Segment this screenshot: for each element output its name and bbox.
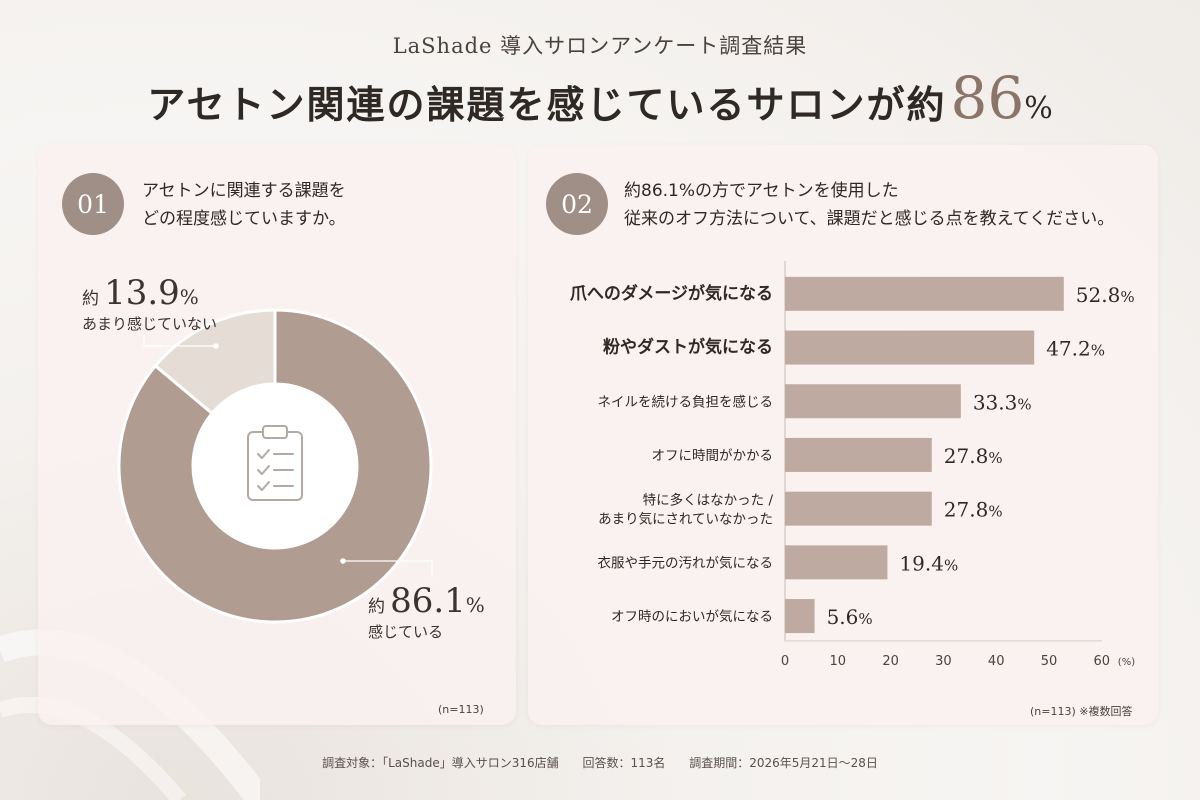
sample-size-note: (n=113) ※複数回答	[1030, 705, 1133, 718]
subtitle: LaShade 導入サロンアンケート調査結果	[392, 34, 808, 58]
label-text: あまり感じていない	[82, 315, 218, 333]
category-label: ネイルを続ける負担を感じる	[598, 393, 774, 410]
headline: アセトン関連の課題を感じているサロンが約	[147, 82, 947, 127]
bar	[785, 384, 961, 419]
label-prefix: 約	[82, 289, 99, 309]
label-unit: %	[179, 285, 199, 309]
value-label: 47.2%	[1046, 337, 1105, 361]
value-label: 5.6%	[827, 605, 873, 629]
bar	[785, 545, 888, 580]
headline-row: アセトン関連の課題を感じているサロンが約86%	[0, 64, 1200, 132]
question-line: どの程度感じていますか。	[142, 209, 346, 229]
sample-size-note: (n=113)	[438, 703, 484, 716]
question-line: 約86.1%の方でアセトンを使用した	[624, 181, 899, 201]
value-label: 33.3%	[973, 390, 1032, 414]
donut-slice	[117, 308, 433, 624]
question-line: アセトンに関連する課題を	[142, 181, 346, 201]
question-text: アセトンに関連する課題を どの程度感じていますか。	[142, 177, 346, 233]
donut-chart	[117, 308, 433, 624]
donut-label-minor: 約 13.9% あまり感じていない	[82, 273, 217, 334]
bar	[785, 491, 932, 526]
category-label: オフ時のにおいが気になる	[611, 609, 773, 625]
value-label: 52.8%	[1076, 283, 1135, 307]
x-axis-unit: (%)	[1118, 657, 1135, 668]
category-label: 衣服や手元の汚れが気になる	[598, 555, 774, 571]
headline-unit: %	[1024, 91, 1053, 126]
x-tick-label: 10	[830, 654, 847, 669]
question-badge: 02	[546, 173, 608, 235]
label-value: 86.1	[390, 581, 466, 621]
x-tick-label: 0	[781, 654, 789, 669]
bar-panel: 02 約86.1%の方でアセトンを使用した 従来のオフ方法について、課題だと感じ…	[528, 145, 1158, 725]
value-label: 19.4%	[899, 551, 958, 575]
category-label: 爪へのダメージが気になる	[570, 283, 773, 304]
bar	[785, 276, 1064, 311]
clipboard-icon	[247, 425, 303, 501]
donut-panel: 01 アセトンに関連する課題を どの程度感じていますか。 約 13.9% あまり…	[38, 145, 516, 725]
x-tick-label: 40	[988, 654, 1005, 669]
bar	[785, 599, 815, 634]
headline-number: 86	[950, 64, 1025, 132]
x-tick-label: 60	[1094, 654, 1111, 669]
footer-period: 調査期間：2026年5月21日〜28日	[689, 756, 878, 770]
question-badge: 01	[62, 173, 124, 235]
footer: 調査対象：「LaShade」導入サロン316店舗 回答数：113名 調査期間：2…	[0, 754, 1200, 771]
category-label: 特に多くはなかった /あまり気にされていなかった	[598, 492, 773, 528]
label-prefix: 約	[368, 597, 385, 617]
donut-hole	[194, 385, 356, 547]
value-label: 27.8%	[944, 498, 1003, 522]
category-label: 粉やダストが気になる	[603, 337, 773, 358]
leader-lines	[143, 335, 219, 349]
label-text: 感じている	[368, 623, 444, 641]
value-label: 27.8%	[944, 444, 1003, 468]
x-tick-label: 30	[935, 654, 952, 669]
bar-chart: 爪へのダメージが気になる 52.8% 粉やダストが気になる 47.2% ネイルを続ける負…	[570, 261, 1135, 669]
question-text: 約86.1%の方でアセトンを使用した 従来のオフ方法について、課題だと感じる点を…	[624, 177, 1114, 233]
label-unit: %	[465, 593, 485, 617]
label-value: 13.9	[104, 273, 180, 313]
x-tick-label: 50	[1041, 654, 1058, 669]
leader-lines	[340, 558, 433, 577]
bar	[785, 330, 1035, 365]
footer-responses: 回答数：113名	[582, 756, 666, 770]
x-tick-label: 20	[882, 654, 899, 669]
footer-target: 調査対象：「LaShade」導入サロン316店舗	[322, 756, 559, 770]
bar	[785, 437, 932, 472]
donut-label-major: 約 86.1% 感じている	[368, 581, 485, 642]
donut-slice	[153, 308, 277, 416]
category-label: オフに時間がかかる	[652, 448, 774, 464]
question-line: 従来のオフ方法について、課題だと感じる点を教えてください。	[624, 209, 1115, 229]
